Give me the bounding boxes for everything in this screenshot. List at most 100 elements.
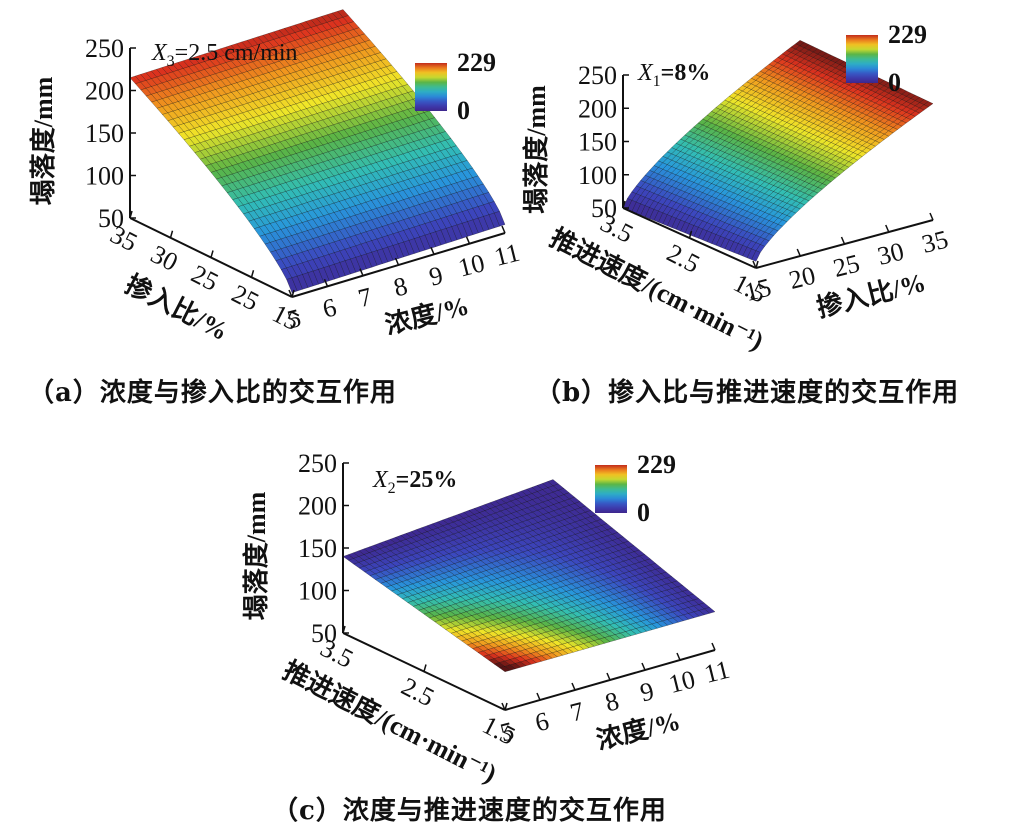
z-axis-label: 塌落度/mm [28, 76, 58, 205]
x-tick-label: 11 [491, 238, 520, 272]
colorbar-max-label: 229 [457, 48, 496, 77]
x-tick-label: 30 [875, 237, 907, 271]
z-tick-label: 100 [578, 161, 617, 190]
x-tick [840, 236, 846, 245]
x-tick-label: 11 [701, 655, 732, 689]
x-tick-label: 9 [637, 676, 657, 707]
colorbar-min-label: 0 [457, 96, 470, 125]
x-tick [394, 257, 400, 266]
surface-patch [493, 210, 506, 227]
y-tick [688, 230, 693, 239]
y-tick-label: 30 [146, 239, 182, 277]
y-tick [622, 200, 626, 209]
colorbar-gradient [846, 35, 878, 83]
colorbar-max-label: 229 [888, 20, 927, 49]
colorbar-a: 229 0 [415, 48, 496, 125]
x-tick [641, 662, 646, 671]
x-tick-label: 9 [426, 260, 446, 291]
surface-patch [703, 607, 716, 614]
y-tick [250, 270, 255, 278]
x-tick [796, 248, 801, 257]
z-tick-label: 150 [85, 119, 124, 148]
x-tick-label: 7 [355, 282, 375, 313]
x-tick [752, 260, 757, 269]
z-tick-label: 50 [591, 194, 617, 223]
x-tick [571, 682, 576, 691]
z-tick-label: 200 [85, 77, 124, 106]
colorbar-min-label: 0 [637, 498, 650, 527]
x-tick [430, 247, 435, 255]
z-tick-label: 50 [98, 204, 124, 233]
x-tick [465, 236, 471, 244]
z-tick-label: 50 [311, 619, 337, 648]
surface-c [342, 479, 716, 673]
x-tick [501, 702, 506, 711]
z-axis-label: 塌落度/mm [521, 85, 551, 214]
colorbar-max-label: 229 [637, 450, 676, 479]
y-tick [210, 250, 214, 258]
x-axis-label: 掺入比/% [814, 267, 929, 323]
surface-patch [923, 101, 934, 108]
y-tick [755, 260, 759, 269]
y-tick-label: 2.5 [397, 672, 439, 713]
caption-b: （b）掺入比与推进速度的交互作用 [535, 378, 960, 408]
z-tick-label: 100 [85, 162, 124, 191]
annotation-a: X3=2.5 cm/min [151, 40, 298, 70]
x-tick-label: 10 [666, 665, 698, 699]
y-tick [291, 289, 295, 298]
colorbar-gradient [415, 63, 447, 111]
x-tick [676, 652, 681, 661]
y-tick [504, 702, 508, 711]
x-tick-label: 25 [830, 249, 862, 283]
x-tick [536, 692, 541, 701]
caption-c: （c）浓度与推进速度的交互作用 [272, 796, 667, 826]
colorbar-b: 229 0 [846, 20, 927, 97]
y-axis-label: 推进速度/(cm·min⁻¹) [278, 655, 501, 789]
y-tick-label: 25 [227, 279, 263, 317]
z-tick-label: 150 [298, 534, 337, 563]
colorbar-gradient [595, 465, 627, 513]
annotation-c: X2=25% [372, 467, 457, 497]
z-axis-label: 塌落度/mm [241, 491, 271, 620]
colorbar-min-label: 0 [888, 68, 901, 97]
x-tick [323, 279, 329, 287]
z-tick-label: 250 [85, 34, 124, 63]
surface-a [129, 9, 506, 294]
x-tick-label: 8 [391, 271, 411, 302]
annotation-b: X1=8% [637, 60, 710, 90]
x-tick-label: 20 [786, 261, 818, 295]
x-tick-label: 7 [567, 696, 587, 727]
x-tick [929, 212, 934, 221]
y-tick [423, 664, 427, 672]
z-tick-label: 250 [578, 61, 617, 90]
colorbar-c: 229 0 [595, 450, 676, 527]
z-tick-label: 200 [298, 492, 337, 521]
z-tick-label: 200 [578, 94, 617, 123]
x-tick [359, 268, 364, 276]
x-tick [885, 224, 890, 233]
caption-a: （a）浓度与掺入比的交互作用 [28, 378, 397, 408]
x-tick-label: 8 [602, 686, 622, 717]
surface-b [622, 40, 934, 262]
x-tick [288, 289, 293, 298]
y-tick [342, 625, 346, 634]
y-tick-label: 25 [187, 259, 223, 297]
z-tick-label: 150 [578, 128, 617, 157]
x-tick [711, 642, 716, 651]
y-tick [129, 210, 133, 219]
x-tick-label: 35 [919, 225, 951, 259]
x-tick-label: 10 [455, 248, 487, 282]
x-tick [501, 225, 506, 234]
y-tick [169, 230, 174, 238]
y-tick-label: 2.5 [662, 238, 704, 279]
x-axis-label: 浓度/% [593, 705, 683, 755]
x-tick-label: 6 [320, 292, 340, 323]
x-tick-label: 6 [532, 706, 552, 737]
z-tick-label: 250 [298, 449, 337, 478]
z-tick-label: 100 [298, 577, 337, 606]
x-tick [606, 672, 611, 681]
